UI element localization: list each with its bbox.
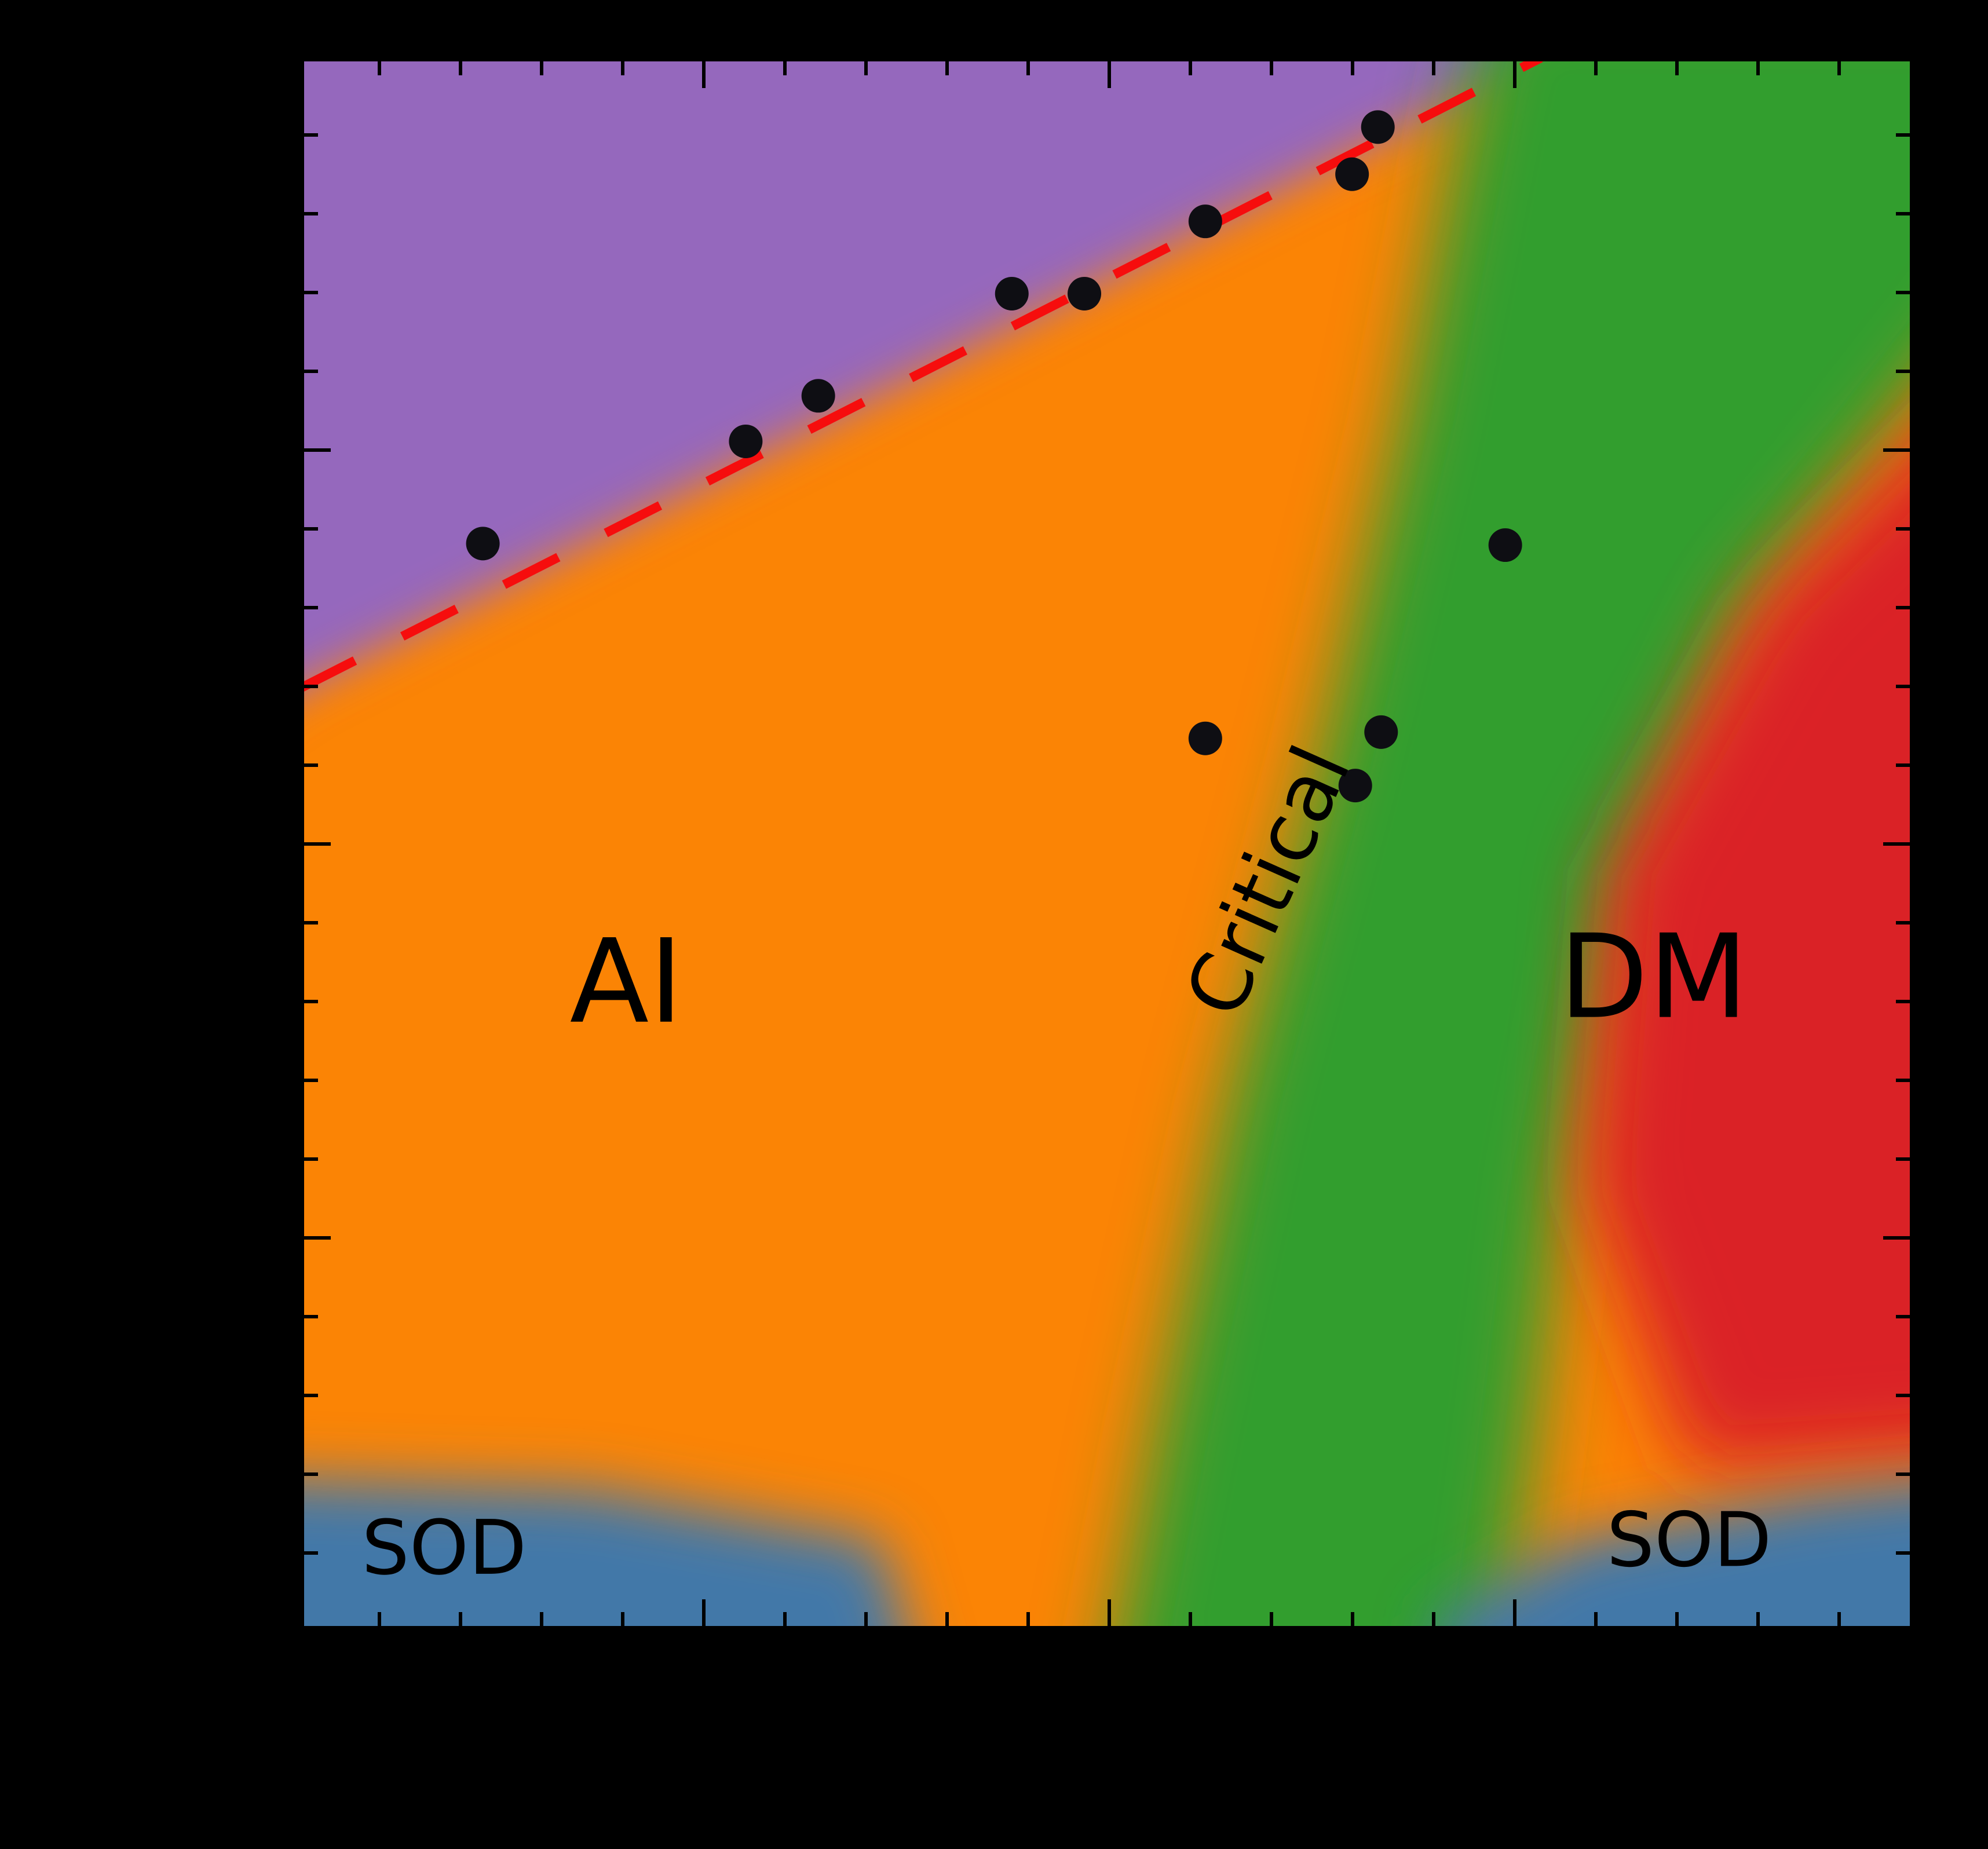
data-point [729,424,763,458]
data-point [1488,528,1522,562]
label-sod-left: SOD [361,1504,527,1592]
data-point [1335,157,1369,191]
data-point [1068,276,1102,310]
data-point [1188,721,1222,755]
region-sod-right-blue [1436,1482,1913,1629]
label-dm: DM [1559,910,1748,1045]
region-sod-left-blue [301,1479,905,1629]
data-points [466,110,1522,803]
phase-field [301,58,1913,1629]
data-point [466,527,500,561]
data-point [1364,715,1398,749]
data-point [995,276,1029,310]
data-point [1361,110,1395,144]
phase-diagram-plot: AI Critical DM SOD SOD [301,58,1913,1629]
data-point [801,379,835,413]
label-sod-right: SOD [1607,1496,1772,1584]
data-point [1188,204,1222,239]
data-point [1338,769,1372,803]
label-ai: AI [569,915,683,1050]
region-dm-red [1587,453,1913,1471]
phase-boundary-dashed-line [301,58,1543,693]
region-critical-green [1116,58,1913,1629]
